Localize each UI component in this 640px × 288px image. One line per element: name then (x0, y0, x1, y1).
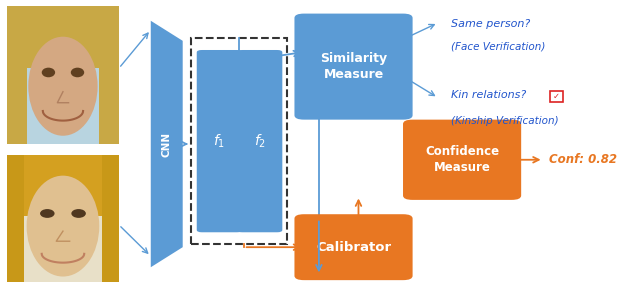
Ellipse shape (27, 176, 99, 276)
Text: Similarity
Measure: Similarity Measure (320, 52, 387, 81)
Bar (7, 6, 119, 68)
Bar (7, 6, 27, 144)
Ellipse shape (28, 37, 98, 136)
Bar (102, 156, 119, 282)
FancyBboxPatch shape (294, 14, 413, 120)
FancyBboxPatch shape (237, 50, 282, 232)
Ellipse shape (42, 68, 55, 77)
Text: Same person?: Same person? (451, 19, 530, 29)
Text: ✓: ✓ (553, 92, 560, 101)
Bar (7, 156, 119, 216)
FancyBboxPatch shape (403, 120, 521, 200)
Ellipse shape (40, 209, 54, 218)
Bar (550, 91, 563, 103)
Text: Confidence
Measure: Confidence Measure (425, 145, 499, 174)
Bar (99, 6, 119, 144)
Text: $f_1$: $f_1$ (213, 132, 225, 150)
Ellipse shape (71, 209, 86, 218)
Text: CNN: CNN (162, 131, 172, 157)
Text: (Face Verification): (Face Verification) (451, 41, 545, 52)
Bar (7, 6, 119, 144)
Text: $f_2$: $f_2$ (253, 132, 266, 150)
Bar (7, 156, 24, 282)
FancyBboxPatch shape (294, 214, 413, 280)
Bar (7, 156, 119, 282)
Bar (191, 38, 287, 244)
Text: (Kinship Verification): (Kinship Verification) (451, 116, 559, 126)
FancyBboxPatch shape (196, 50, 242, 232)
Text: Kin relations?: Kin relations? (451, 90, 526, 100)
Text: Conf: 0.82: Conf: 0.82 (548, 153, 616, 166)
Ellipse shape (71, 68, 84, 77)
Polygon shape (151, 21, 182, 267)
Text: Calibrator: Calibrator (316, 241, 391, 254)
